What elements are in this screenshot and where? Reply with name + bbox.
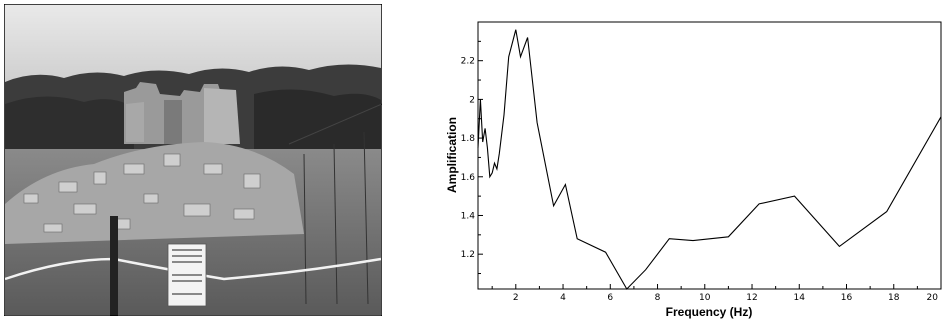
ruins-photo bbox=[4, 4, 382, 316]
y-tick-label: 2.2 bbox=[461, 57, 475, 67]
x-axis-title: Frequency (Hz) bbox=[666, 305, 753, 319]
x-tick-label: 10 bbox=[699, 293, 711, 303]
info-sign bbox=[167, 243, 207, 307]
x-tick-label: 20 bbox=[927, 293, 939, 303]
x-tick-label: 16 bbox=[841, 293, 853, 303]
y-tick-label: 2 bbox=[469, 95, 475, 105]
x-tick-label: 18 bbox=[888, 293, 900, 303]
fence-line bbox=[288, 103, 382, 145]
ruined-tower bbox=[124, 82, 240, 144]
y-tick-label: 1.8 bbox=[461, 134, 476, 144]
x-tick-label: 12 bbox=[746, 293, 757, 303]
x-tick-label: 8 bbox=[655, 293, 661, 303]
plot-frame bbox=[477, 21, 942, 290]
x-axis-ticks: 2 4 6 8 10 12 14 16 18 20 bbox=[491, 284, 942, 303]
rope-post bbox=[110, 216, 118, 316]
y-tick-label: 1.6 bbox=[461, 173, 476, 183]
y-axis-title: Amplification bbox=[445, 117, 459, 193]
amplification-series-line bbox=[477, 29, 942, 290]
x-tick-label: 14 bbox=[794, 293, 806, 303]
x-tick-label: 4 bbox=[560, 293, 566, 303]
y-tick-label: 1.2 bbox=[461, 250, 475, 260]
y-tick-label: 1.4 bbox=[461, 211, 476, 221]
bushes bbox=[5, 96, 134, 154]
amplification-chart: 2 4 6 8 10 12 14 16 18 20 1.2 1.4 1.6 1.8 2 2.2 Freque… bbox=[445, 21, 942, 319]
x-tick-label: 6 bbox=[607, 293, 613, 303]
y-axis-ticks: 1.2 1.4 1.6 1.8 2 2.2 bbox=[461, 40, 483, 275]
rubble-pile bbox=[5, 142, 304, 244]
x-tick-label: 2 bbox=[513, 293, 519, 303]
